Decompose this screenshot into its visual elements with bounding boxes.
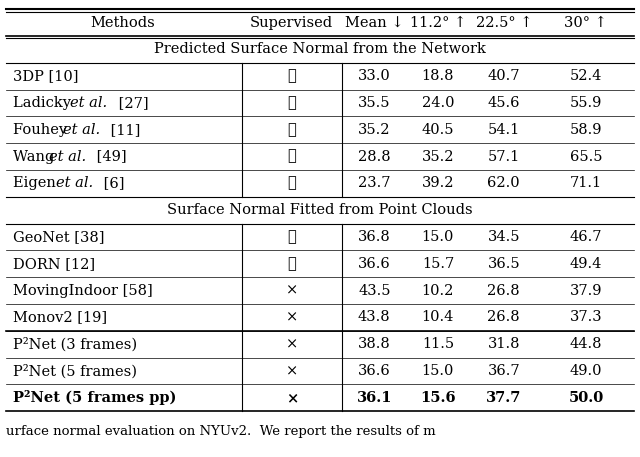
Text: 26.8: 26.8 xyxy=(488,284,520,298)
Text: 37.3: 37.3 xyxy=(570,310,602,324)
Text: 26.8: 26.8 xyxy=(488,310,520,324)
Text: 40.5: 40.5 xyxy=(422,123,454,137)
Text: DORN [12]: DORN [12] xyxy=(13,257,95,271)
Text: 71.1: 71.1 xyxy=(570,176,602,191)
Text: Predicted Surface Normal from the Network: Predicted Surface Normal from the Networ… xyxy=(154,43,486,56)
Text: ×: × xyxy=(285,391,298,405)
Text: ✓: ✓ xyxy=(287,96,296,110)
Text: 10.4: 10.4 xyxy=(422,310,454,324)
Text: 18.8: 18.8 xyxy=(422,69,454,83)
Text: Surface Normal Fitted from Point Clouds: Surface Normal Fitted from Point Clouds xyxy=(167,203,473,217)
Text: 34.5: 34.5 xyxy=(488,230,520,244)
Text: Methods: Methods xyxy=(90,16,155,30)
Text: et al.: et al. xyxy=(63,123,100,137)
Text: 15.0: 15.0 xyxy=(422,364,454,378)
Text: ✓: ✓ xyxy=(287,230,296,244)
Text: 11.5: 11.5 xyxy=(422,337,454,351)
Text: ✓: ✓ xyxy=(287,176,296,191)
Text: 23.7: 23.7 xyxy=(358,176,390,191)
Text: [6]: [6] xyxy=(99,176,125,191)
Text: 37.9: 37.9 xyxy=(570,284,602,298)
Text: 39.2: 39.2 xyxy=(422,176,454,191)
Text: 36.6: 36.6 xyxy=(358,257,390,271)
Text: Monov2 [19]: Monov2 [19] xyxy=(13,310,107,324)
Text: 10.2: 10.2 xyxy=(422,284,454,298)
Text: ✓: ✓ xyxy=(287,123,296,137)
Text: ×: × xyxy=(285,310,298,324)
Text: [49]: [49] xyxy=(92,149,127,164)
Text: P²Net (5 frames): P²Net (5 frames) xyxy=(13,364,137,378)
Text: 43.5: 43.5 xyxy=(358,284,390,298)
Text: 49.0: 49.0 xyxy=(570,364,602,378)
Text: 57.1: 57.1 xyxy=(488,149,520,164)
Text: 45.6: 45.6 xyxy=(488,96,520,110)
Text: 49.4: 49.4 xyxy=(570,257,602,271)
Text: Eigen: Eigen xyxy=(13,176,60,191)
Text: 36.1: 36.1 xyxy=(356,391,392,405)
Text: Supervised: Supervised xyxy=(250,16,333,30)
Text: ×: × xyxy=(285,337,298,351)
Text: Mean ↓: Mean ↓ xyxy=(345,16,404,30)
Text: 11.2° ↑: 11.2° ↑ xyxy=(410,16,466,30)
Text: 15.7: 15.7 xyxy=(422,257,454,271)
Text: [11]: [11] xyxy=(106,123,141,137)
Text: 40.7: 40.7 xyxy=(488,69,520,83)
Text: 46.7: 46.7 xyxy=(570,230,602,244)
Text: 58.9: 58.9 xyxy=(570,123,602,137)
Text: ×: × xyxy=(285,364,298,378)
Text: Ladicky: Ladicky xyxy=(13,96,76,110)
Text: 3DP [10]: 3DP [10] xyxy=(13,69,78,83)
Text: ✓: ✓ xyxy=(287,257,296,271)
Text: [27]: [27] xyxy=(114,96,148,110)
Text: Wang: Wang xyxy=(13,149,59,164)
Text: 36.8: 36.8 xyxy=(358,230,390,244)
Text: 37.7: 37.7 xyxy=(486,391,522,405)
Text: P²Net (3 frames): P²Net (3 frames) xyxy=(13,337,137,351)
Text: 28.8: 28.8 xyxy=(358,149,390,164)
Text: 36.7: 36.7 xyxy=(488,364,520,378)
Text: 62.0: 62.0 xyxy=(488,176,520,191)
Text: P²Net (5 frames pp): P²Net (5 frames pp) xyxy=(13,390,176,405)
Text: 33.0: 33.0 xyxy=(358,69,390,83)
Text: ✓: ✓ xyxy=(287,149,296,164)
Text: 22.5° ↑: 22.5° ↑ xyxy=(476,16,532,30)
Text: urface normal evaluation on NYUv2.  We report the results of m: urface normal evaluation on NYUv2. We re… xyxy=(6,425,436,438)
Text: 55.9: 55.9 xyxy=(570,96,602,110)
Text: 44.8: 44.8 xyxy=(570,337,602,351)
Text: et al.: et al. xyxy=(49,149,86,164)
Text: 36.5: 36.5 xyxy=(488,257,520,271)
Text: et al.: et al. xyxy=(56,176,93,191)
Text: MovingIndoor [58]: MovingIndoor [58] xyxy=(13,284,152,298)
Text: 50.0: 50.0 xyxy=(568,391,604,405)
Text: 65.5: 65.5 xyxy=(570,149,602,164)
Text: ×: × xyxy=(285,284,298,298)
Text: 24.0: 24.0 xyxy=(422,96,454,110)
Text: 15.6: 15.6 xyxy=(420,391,456,405)
Text: 30° ↑: 30° ↑ xyxy=(564,16,607,30)
Text: 31.8: 31.8 xyxy=(488,337,520,351)
Text: 54.1: 54.1 xyxy=(488,123,520,137)
Text: ✓: ✓ xyxy=(287,69,296,83)
Text: et al.: et al. xyxy=(70,96,108,110)
Text: 36.6: 36.6 xyxy=(358,364,390,378)
Text: 35.5: 35.5 xyxy=(358,96,390,110)
Text: Fouhey: Fouhey xyxy=(13,123,72,137)
Text: 38.8: 38.8 xyxy=(358,337,390,351)
Text: 15.0: 15.0 xyxy=(422,230,454,244)
Text: 43.8: 43.8 xyxy=(358,310,390,324)
Text: 35.2: 35.2 xyxy=(422,149,454,164)
Text: 35.2: 35.2 xyxy=(358,123,390,137)
Text: 52.4: 52.4 xyxy=(570,69,602,83)
Text: GeoNet [38]: GeoNet [38] xyxy=(13,230,104,244)
